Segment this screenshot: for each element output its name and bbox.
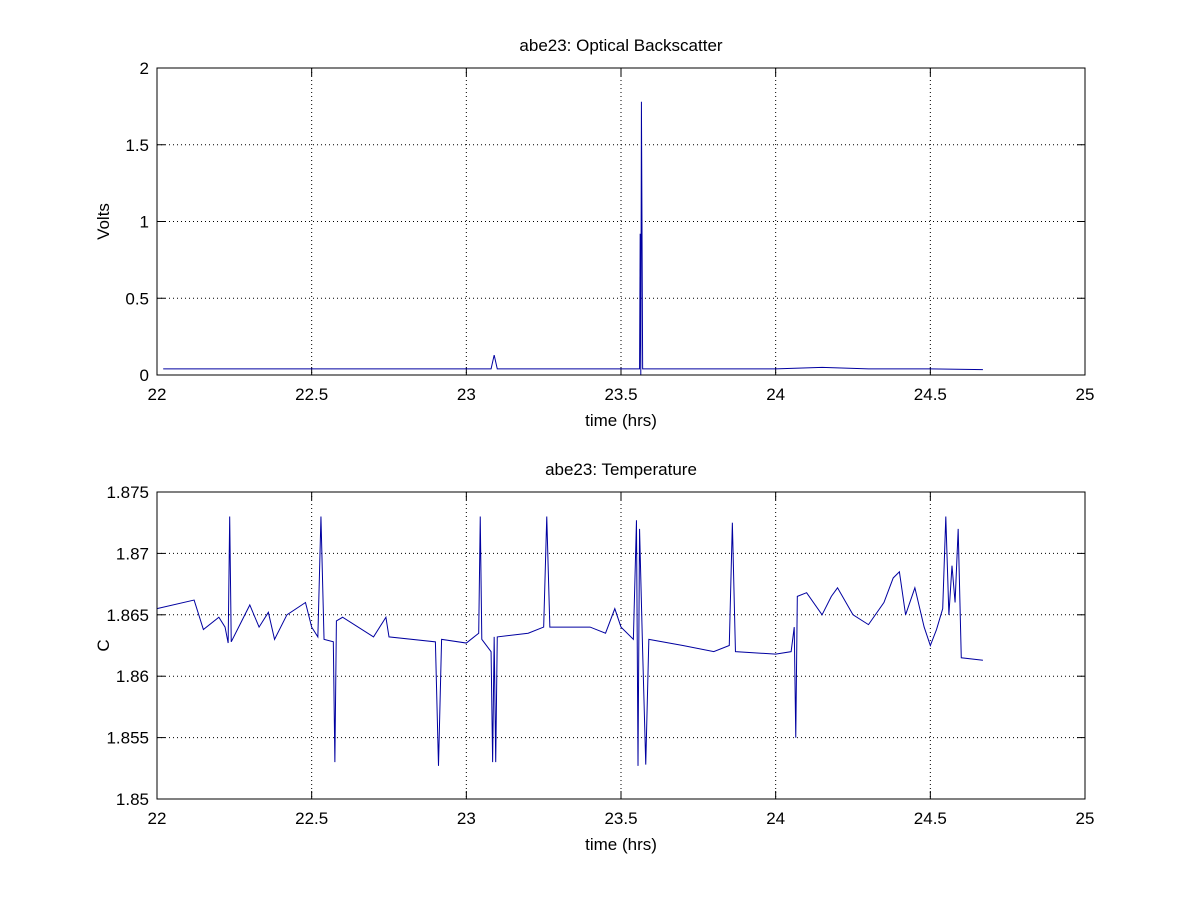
- x-tick-label: 25: [1076, 385, 1095, 404]
- y-tick-label: 0.5: [125, 289, 149, 308]
- x-tick-label: 23: [457, 385, 476, 404]
- y-axis-label: C: [94, 639, 113, 651]
- x-tick-label: 24.5: [914, 385, 947, 404]
- y-tick-label: 1.5: [125, 136, 149, 155]
- y-tick-label: 1.87: [116, 544, 149, 563]
- x-tick-label: 24: [766, 385, 785, 404]
- x-tick-label: 24: [766, 809, 785, 828]
- y-tick-label: 1.865: [106, 606, 149, 625]
- y-tick-label: 0: [140, 366, 149, 385]
- y-tick-label: 1: [140, 213, 149, 232]
- data-line: [163, 101, 983, 376]
- x-axis-label: time (hrs): [585, 835, 657, 854]
- x-tick-label: 23: [457, 809, 476, 828]
- x-axis-label: time (hrs): [585, 411, 657, 430]
- y-tick-label: 1.855: [106, 729, 149, 748]
- y-axis-label: Volts: [94, 203, 113, 240]
- axes-box: [156, 491, 1086, 800]
- x-tick-label: 22.5: [295, 809, 328, 828]
- chart-title: abe23: Temperature: [545, 460, 697, 479]
- y-tick-label: 1.86: [116, 667, 149, 686]
- x-tick-label: 22: [148, 809, 167, 828]
- data-line: [156, 516, 983, 766]
- y-tick-label: 2: [140, 59, 149, 78]
- x-tick-label: 25: [1076, 809, 1095, 828]
- y-tick-label: 1.85: [116, 790, 149, 809]
- chart-title: abe23: Optical Backscatter: [519, 36, 723, 55]
- x-tick-label: 22.5: [295, 385, 328, 404]
- x-tick-label: 22: [148, 385, 167, 404]
- y-tick-label: 1.875: [106, 483, 149, 502]
- x-tick-label: 23.5: [604, 809, 637, 828]
- axes-box: [156, 67, 1086, 376]
- x-tick-label: 24.5: [914, 809, 947, 828]
- x-tick-label: 23.5: [604, 385, 637, 404]
